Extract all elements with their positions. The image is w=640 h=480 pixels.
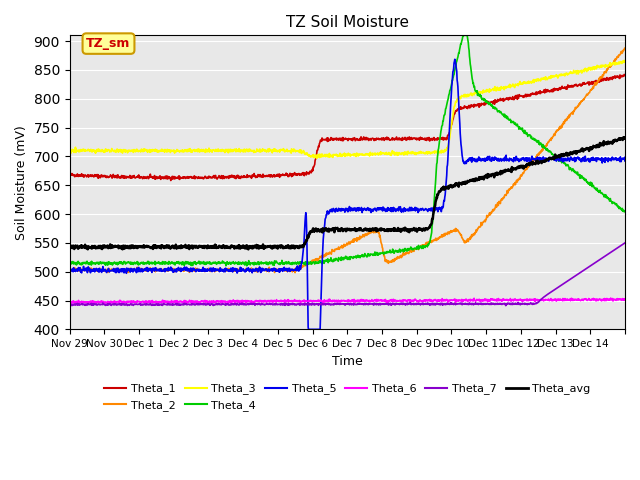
Theta_2	[291, 270, 299, 276]
Line: Theta_6: Theta_6	[70, 298, 625, 304]
Theta_3	[621, 59, 629, 64]
Theta_5	[621, 158, 629, 164]
Theta_3	[252, 149, 259, 155]
Theta_1	[434, 136, 442, 142]
Theta_1	[167, 178, 175, 183]
Theta_3	[556, 72, 563, 78]
Theta_5	[66, 267, 74, 273]
Theta_3	[434, 150, 442, 156]
Theta_2	[189, 265, 197, 271]
Theta_6	[607, 295, 614, 301]
Theta_4	[176, 260, 184, 266]
Theta_5	[556, 158, 564, 164]
Theta_6	[66, 300, 74, 305]
Theta_6	[434, 297, 442, 303]
Line: Theta_5: Theta_5	[70, 59, 625, 329]
Theta_3	[66, 150, 74, 156]
Line: Theta_1: Theta_1	[70, 74, 625, 180]
Theta_2	[252, 266, 259, 272]
Theta_7	[176, 301, 184, 307]
Theta_2	[66, 266, 74, 272]
Theta_4	[243, 263, 251, 269]
Theta_6	[621, 297, 629, 303]
Theta_avg	[620, 134, 627, 140]
Theta_3	[506, 85, 514, 91]
Line: Theta_2: Theta_2	[70, 48, 625, 273]
Theta_2	[176, 266, 184, 272]
Theta_avg	[252, 244, 259, 250]
Theta_3	[620, 58, 628, 63]
Theta_3	[313, 156, 321, 161]
Theta_5	[434, 209, 442, 215]
Theta_7	[621, 240, 629, 246]
Theta_1	[506, 96, 514, 102]
Line: Theta_3: Theta_3	[70, 60, 625, 158]
Theta_5	[252, 268, 259, 274]
Theta_avg	[176, 243, 184, 249]
Theta_6	[176, 298, 184, 304]
Theta_1	[66, 171, 74, 177]
Theta_4	[556, 157, 564, 163]
X-axis label: Time: Time	[332, 355, 363, 368]
Text: TZ_sm: TZ_sm	[86, 37, 131, 50]
Theta_2	[621, 45, 629, 51]
Theta_4	[66, 260, 74, 266]
Line: Theta_7: Theta_7	[70, 243, 625, 306]
Theta_5	[176, 267, 184, 273]
Theta_avg	[434, 192, 442, 198]
Title: TZ Soil Moisture: TZ Soil Moisture	[286, 15, 409, 30]
Theta_7	[502, 303, 509, 309]
Legend: Theta_1, Theta_2, Theta_3, Theta_4, Theta_5, Theta_6, Theta_7, Theta_avg: Theta_1, Theta_2, Theta_3, Theta_4, Thet…	[100, 379, 595, 415]
Theta_6	[506, 296, 514, 301]
Theta_6	[556, 297, 563, 303]
Theta_avg	[621, 135, 629, 141]
Theta_1	[620, 72, 628, 77]
Theta_7	[556, 284, 563, 289]
Theta_1	[176, 175, 184, 181]
Theta_4	[460, 33, 468, 38]
Line: Theta_4: Theta_4	[70, 36, 625, 266]
Theta_7	[66, 301, 74, 307]
Theta_5	[507, 157, 515, 163]
Theta_7	[506, 301, 514, 307]
Theta_1	[621, 72, 629, 78]
Theta_avg	[556, 153, 563, 159]
Theta_2	[556, 124, 563, 130]
Theta_6	[252, 299, 259, 304]
Theta_avg	[189, 244, 197, 250]
Theta_7	[252, 302, 259, 308]
Theta_4	[252, 262, 259, 267]
Theta_1	[252, 175, 259, 180]
Theta_7	[434, 300, 442, 306]
Theta_4	[507, 119, 515, 124]
Theta_2	[506, 186, 514, 192]
Theta_4	[621, 208, 629, 214]
Theta_5	[305, 326, 312, 332]
Theta_5	[189, 265, 197, 271]
Theta_6	[106, 301, 114, 307]
Theta_6	[189, 300, 197, 305]
Theta_1	[189, 174, 197, 180]
Theta_3	[189, 147, 197, 153]
Theta_avg	[506, 167, 514, 173]
Theta_4	[189, 260, 197, 265]
Theta_5	[451, 56, 459, 62]
Theta_avg	[244, 246, 252, 252]
Theta_4	[434, 151, 442, 157]
Theta_2	[434, 235, 442, 241]
Theta_7	[189, 301, 197, 307]
Line: Theta_avg: Theta_avg	[70, 137, 625, 249]
Theta_1	[556, 85, 563, 91]
Theta_3	[176, 149, 184, 155]
Y-axis label: Soil Moisture (mV): Soil Moisture (mV)	[15, 125, 28, 240]
Theta_avg	[66, 242, 74, 248]
